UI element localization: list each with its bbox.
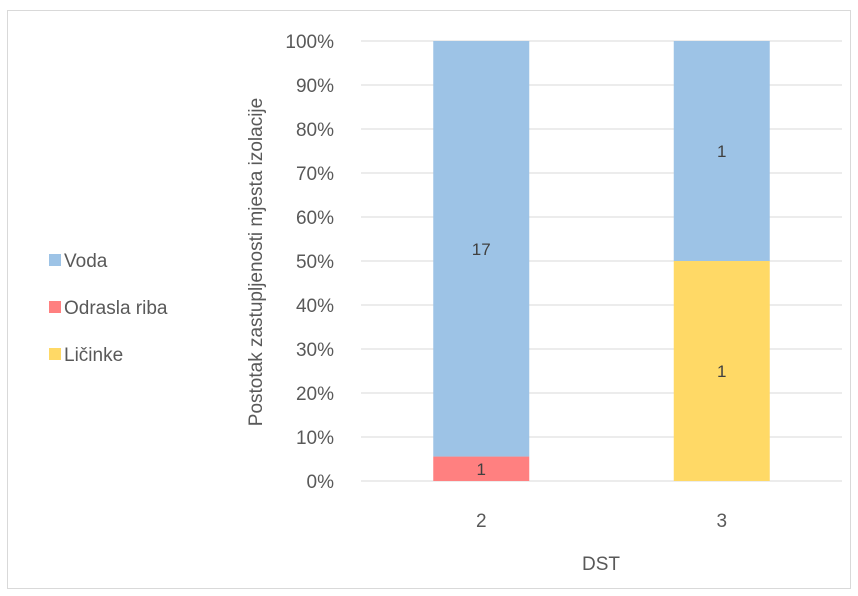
data-labels: 1 17 1 1 [472,142,727,479]
y-tick-label: 70% [296,164,334,185]
y-tick-label: 50% [296,252,334,273]
bar-segment-voda [673,41,770,261]
legend-label: Odrasla riba [64,298,168,319]
legend-swatch [49,254,61,266]
y-tick-label: 60% [296,208,334,229]
y-tick-label: 10% [296,428,334,449]
data-label: 1 [477,460,486,479]
y-tick-label: 0% [307,472,335,493]
y-axis-title: Postotak zastupljenosti mjesta izolacije [246,98,267,426]
data-label: 1 [717,362,726,381]
data-label: 17 [472,240,491,259]
legend-label: Voda [64,251,108,272]
bar-segment-voda [433,41,530,457]
y-tick-label: 100% [285,32,334,53]
y-tick-label: 90% [296,76,334,97]
y-tick-labels: 0% 10% 20% 30% 40% 50% 60% 70% 80% 90% 100% [285,32,334,493]
x-axis-title: DST [582,554,620,575]
y-tick-label: 20% [296,384,334,405]
bar-segment-liinke [673,261,770,481]
data-label: 1 [717,142,726,161]
x-tick-label: 2 [476,511,487,532]
gridlines [361,40,842,482]
y-tick-label: 30% [296,340,334,361]
y-tick-label: 40% [296,296,334,317]
legend-label: Ličinke [64,345,123,366]
legend-swatch [49,301,61,313]
legend-swatch [49,348,61,360]
x-tick-label: 3 [716,511,727,532]
legend: Voda Odrasla riba Ličinke [49,251,168,366]
y-tick-label: 80% [296,120,334,141]
bars [433,41,770,481]
bar-segment-odrasla-riba [433,456,530,481]
